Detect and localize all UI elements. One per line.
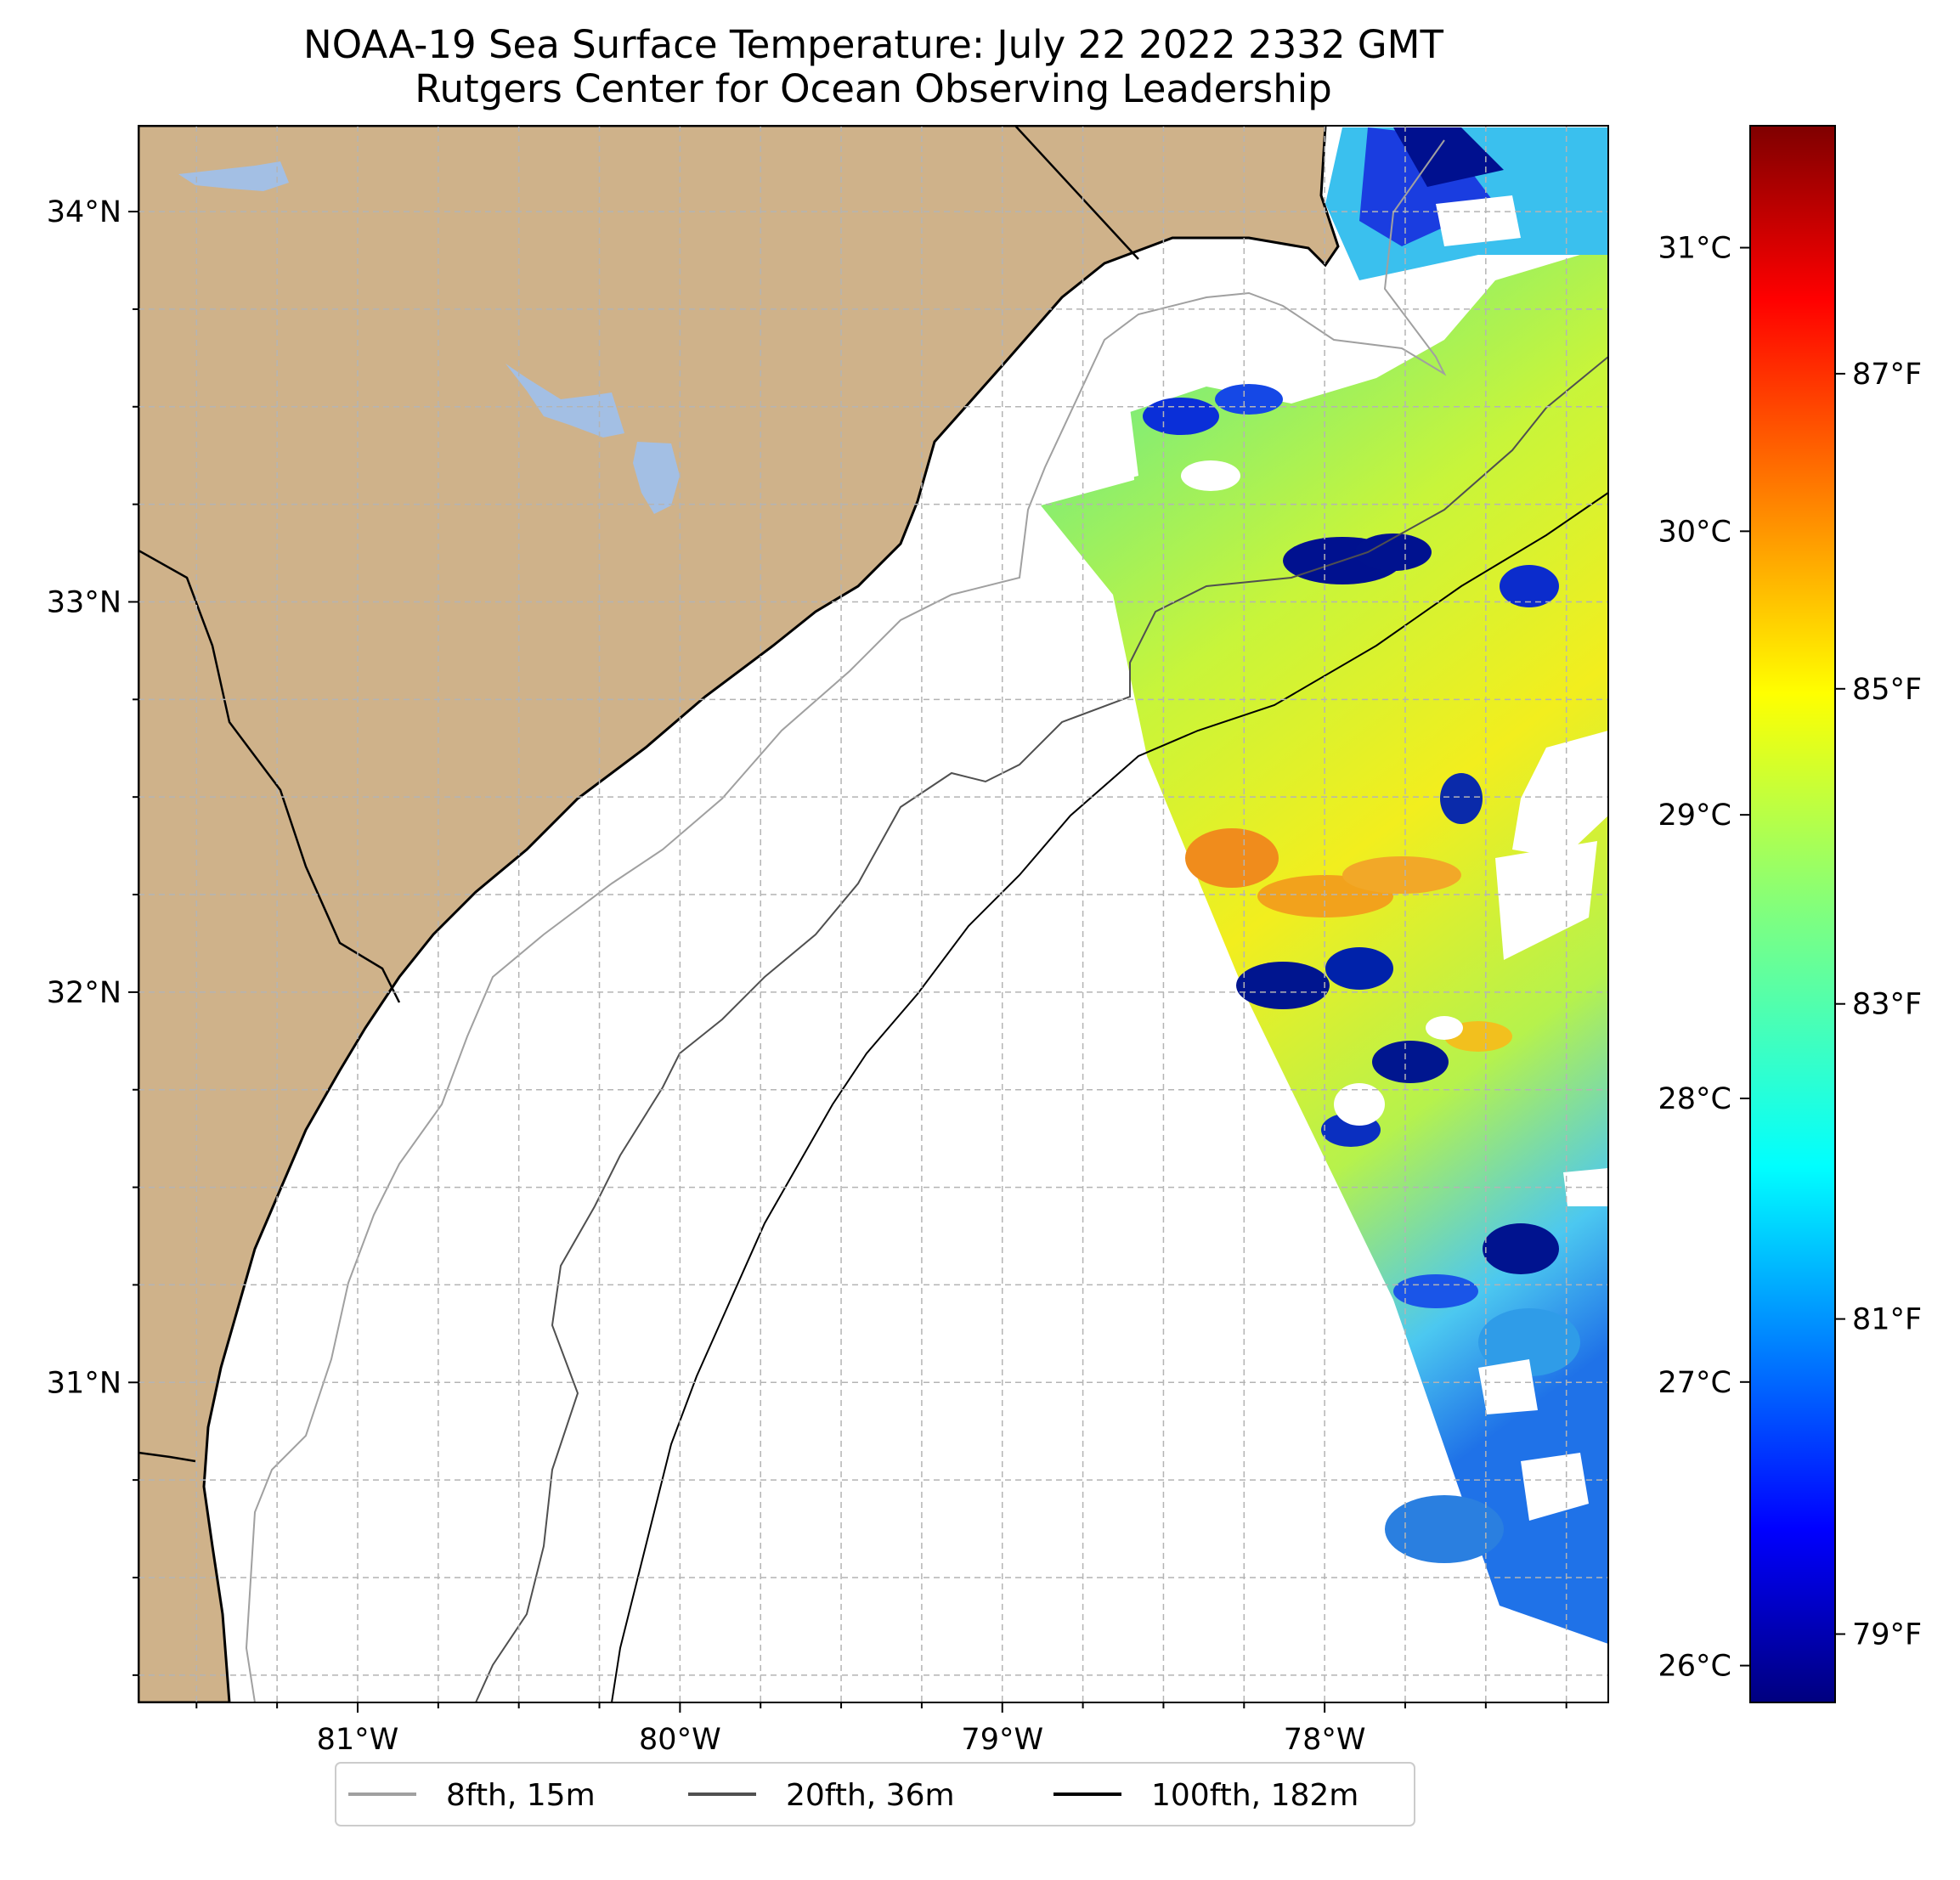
legend-label: 8fth, 15m bbox=[446, 1778, 596, 1813]
map-gridlines bbox=[138, 126, 1608, 1702]
map-title: NOAA-19 Sea Surface Temperature: July 22… bbox=[303, 22, 1443, 67]
inland-water bbox=[178, 161, 289, 191]
fahrenheit-tick-label: 83°F bbox=[1852, 988, 1922, 1022]
celsius-axis: 31°C 30°C 29°C 28°C 27°C 26°C bbox=[1658, 232, 1750, 1684]
legend-box bbox=[335, 1762, 1415, 1826]
fahrenheit-tick-label: 85°F bbox=[1852, 673, 1922, 707]
fahrenheit-tick-label: 81°F bbox=[1852, 1303, 1922, 1337]
lat-tick-label: 32°N bbox=[47, 976, 121, 1010]
longitude-axis: 81°W 80°W 79°W 78°W bbox=[195, 1702, 1567, 1757]
legend-label: 20fth, 36m bbox=[786, 1778, 955, 1813]
inland-water bbox=[506, 364, 624, 438]
lon-tick-label: 78°W bbox=[1284, 1723, 1366, 1757]
fahrenheit-axis: 87°F 85°F 83°F 81°F 79°F bbox=[1835, 358, 1922, 1652]
contour-20fth-36m bbox=[475, 356, 1608, 1702]
map-subtitle: Rutgers Center for Ocean Observing Leade… bbox=[415, 66, 1332, 111]
colorbar-gradient bbox=[1750, 126, 1835, 1702]
inland-water bbox=[633, 442, 680, 514]
fahrenheit-tick-label: 87°F bbox=[1852, 358, 1922, 392]
colorbar-frame bbox=[1749, 125, 1836, 1703]
lat-tick-label: 31°N bbox=[47, 1366, 121, 1400]
fahrenheit-tick-label: 79°F bbox=[1852, 1618, 1922, 1652]
latitude-axis: 34°N 33°N 32°N 31°N bbox=[47, 195, 138, 1676]
celsius-tick-label: 27°C bbox=[1658, 1366, 1731, 1400]
colorbar bbox=[1749, 125, 1836, 1703]
lon-tick-label: 81°W bbox=[317, 1723, 399, 1757]
state-border bbox=[138, 1451, 196, 1463]
lon-tick-label: 80°W bbox=[639, 1723, 721, 1757]
contour-8fth-15m bbox=[245, 139, 1447, 1702]
lon-tick-label: 79°W bbox=[961, 1723, 1043, 1757]
lat-tick-label: 34°N bbox=[47, 195, 121, 229]
celsius-tick-label: 26°C bbox=[1658, 1650, 1731, 1684]
contour-100fth-182m bbox=[611, 492, 1608, 1702]
celsius-tick-label: 30°C bbox=[1658, 515, 1731, 549]
celsius-tick-label: 28°C bbox=[1658, 1082, 1731, 1116]
lat-tick-label: 33°N bbox=[47, 585, 121, 619]
state-border bbox=[138, 549, 401, 1003]
celsius-tick-label: 29°C bbox=[1658, 799, 1731, 833]
land bbox=[138, 126, 1340, 1702]
legend-label: 100fth, 182m bbox=[1151, 1778, 1358, 1813]
map-area bbox=[138, 126, 1608, 1702]
celsius-tick-label: 31°C bbox=[1658, 232, 1731, 266]
legend: 8fth, 15m 20fth, 36m 100fth, 182m bbox=[335, 1762, 1415, 1826]
map-frame bbox=[138, 125, 1609, 1703]
state-border bbox=[1014, 126, 1139, 260]
